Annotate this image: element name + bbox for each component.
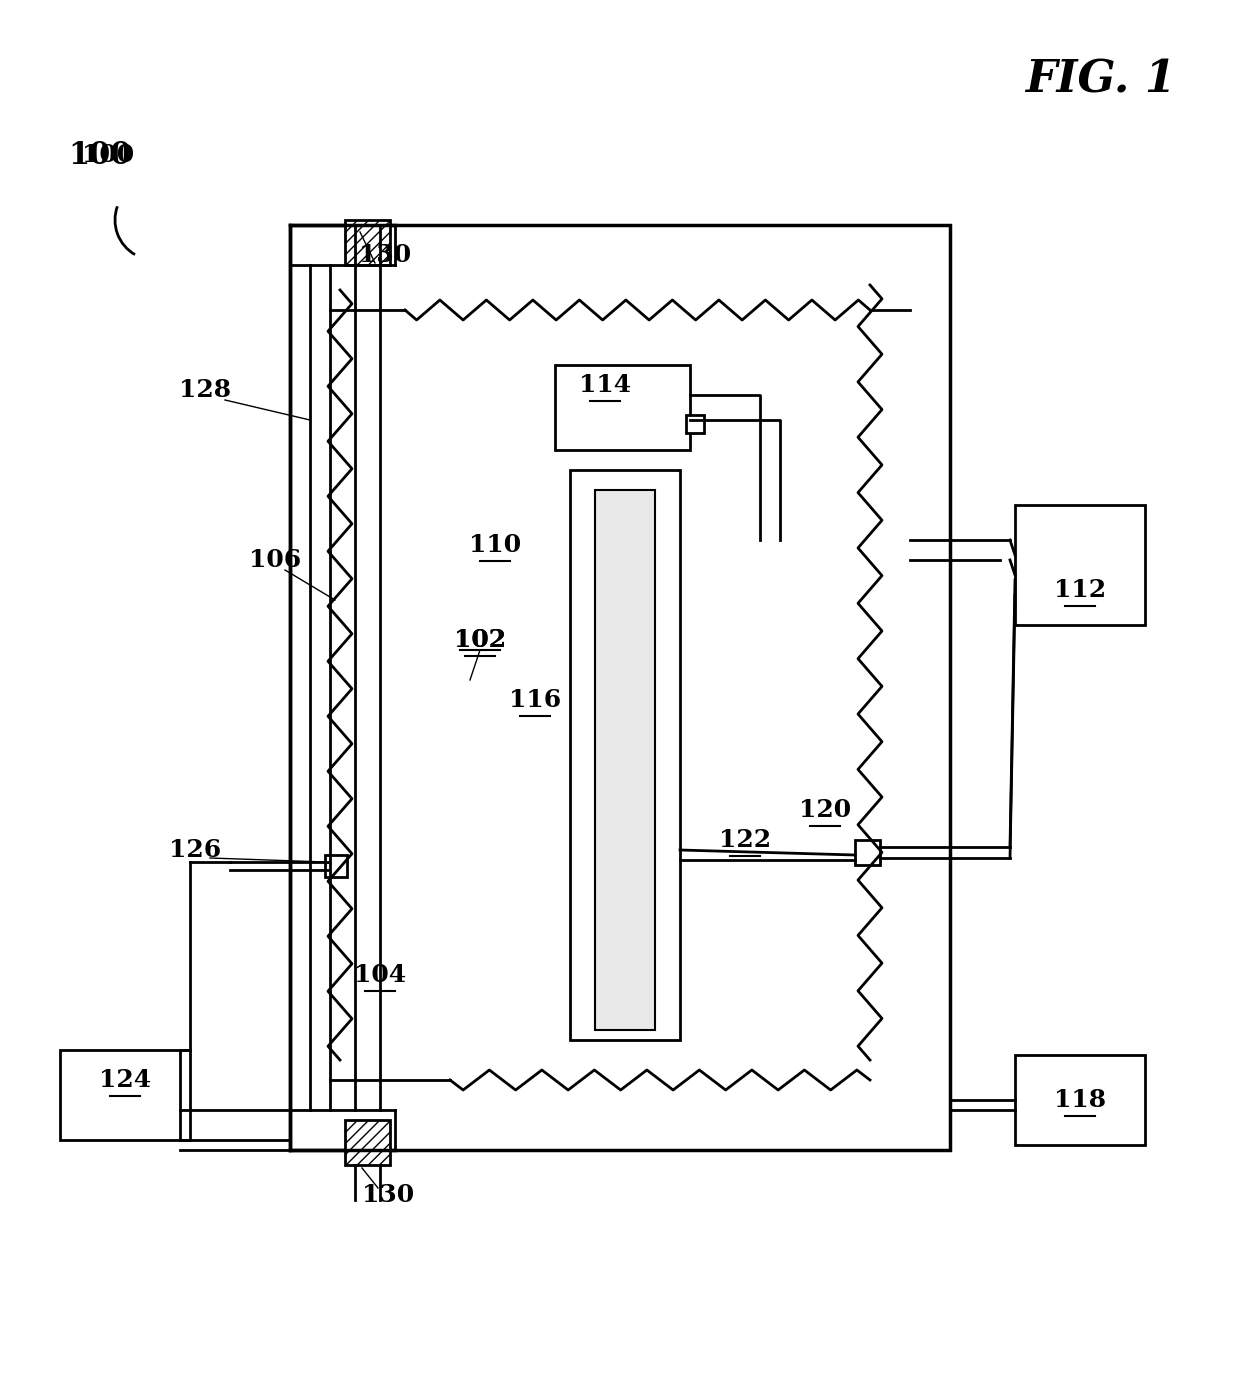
Bar: [856, 840, 880, 865]
Text: FIG. 1: FIG. 1: [1024, 58, 1176, 101]
Bar: [345, 221, 391, 265]
Text: 124: 124: [99, 1067, 151, 1092]
Text: 106: 106: [249, 548, 301, 572]
Text: 116: 116: [508, 688, 560, 712]
Text: 120: 120: [799, 798, 851, 822]
Text: 110: 110: [469, 533, 521, 557]
Text: 112: 112: [1054, 577, 1106, 602]
Text: 130: 130: [362, 1183, 414, 1208]
Text: 128: 128: [179, 378, 231, 403]
Bar: [1016, 505, 1145, 625]
Text: 114: 114: [579, 373, 631, 397]
Text: 100: 100: [82, 143, 134, 167]
Text: 126: 126: [169, 838, 221, 862]
Text: 122: 122: [719, 829, 771, 852]
Bar: [60, 1049, 190, 1140]
Bar: [686, 415, 704, 433]
Text: 102: 102: [454, 627, 506, 652]
Bar: [570, 471, 680, 1040]
Text: 118: 118: [1054, 1088, 1106, 1112]
Bar: [556, 365, 689, 450]
Bar: [325, 855, 347, 877]
Bar: [595, 490, 655, 1030]
Bar: [290, 225, 950, 1151]
Text: 102: 102: [454, 627, 506, 652]
Bar: [345, 1120, 391, 1165]
Text: 130: 130: [358, 243, 412, 266]
Text: 100: 100: [68, 140, 131, 171]
Text: 104: 104: [353, 963, 405, 987]
Bar: [1016, 1055, 1145, 1145]
